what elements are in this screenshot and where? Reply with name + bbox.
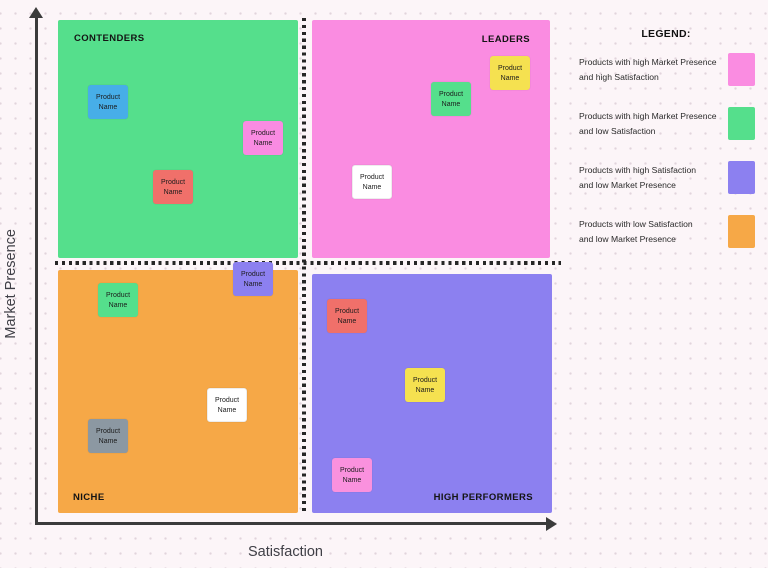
legend-item: Products with low Satisfaction and low Ma… — [577, 215, 755, 248]
legend-item-text: Products with high Market Presence and lo… — [579, 110, 717, 136]
sticky-note-contenders[interactable]: Product Name — [153, 170, 193, 204]
legend-item: Products with high Satisfaction and low M… — [577, 161, 755, 194]
legend-item-text: Products with high Market Presence and hi… — [579, 56, 717, 82]
sticky-note-text: Name — [337, 317, 357, 325]
sticky-note-text: Product — [160, 178, 186, 186]
sticky-note-text: Name — [108, 301, 128, 309]
sticky-note-text: Product — [250, 129, 276, 137]
sticky-note-text: Name — [98, 103, 118, 111]
x-axis-line — [35, 522, 548, 525]
sticky-note-high-performers[interactable]: Product Name — [332, 458, 372, 492]
sticky-note-text: Product — [497, 64, 523, 72]
legend-item-text: Products with high Satisfaction and low M… — [579, 164, 697, 190]
sticky-note-text: Name — [243, 280, 263, 288]
legend-color-swatch — [728, 107, 755, 140]
y-axis-label: Market Presence — [3, 229, 19, 339]
sticky-note-text: Product — [105, 291, 131, 299]
legend-color-swatch — [728, 215, 755, 248]
quadrant-label-contenders: CONTENDERS — [74, 33, 145, 44]
vertical-dotted-divider — [302, 18, 306, 513]
x-axis-label: Satisfaction — [248, 544, 323, 560]
legend-title: LEGEND: — [641, 28, 691, 40]
sticky-note-text: Product — [240, 270, 266, 278]
sticky-note-text: Name — [342, 476, 362, 484]
y-axis-arrow-icon — [29, 7, 43, 18]
sticky-note-text: Name — [500, 74, 520, 82]
quadrant-label-high-performers: HIGH PERFORMERS — [433, 492, 533, 503]
sticky-note-text: Product — [95, 427, 121, 435]
sticky-note-text: Name — [415, 386, 435, 394]
legend-items: Products with high Market Presence and hi… — [577, 53, 755, 248]
sticky-note-niche[interactable]: Product Name — [207, 388, 247, 422]
sticky-note-text: Name — [217, 406, 237, 414]
sticky-note-contenders[interactable]: Product Name — [88, 85, 128, 119]
sticky-note-niche[interactable]: Product Name — [233, 262, 273, 296]
sticky-note-text: Product — [339, 466, 365, 474]
legend-item: Products with high Market Presence and lo… — [577, 107, 755, 140]
sticky-note-leaders[interactable]: Product Name — [490, 56, 530, 90]
sticky-note-leaders[interactable]: Product Name — [352, 165, 392, 199]
quadrant-label-niche: NICHE — [73, 492, 105, 503]
sticky-note-text: Name — [163, 188, 183, 196]
sticky-note-high-performers[interactable]: Product Name — [327, 299, 367, 333]
sticky-note-text: Name — [362, 183, 382, 191]
sticky-note-text: Product — [214, 396, 240, 404]
legend-color-swatch — [728, 161, 755, 194]
legend-panel: LEGEND: Products with high Market Presen… — [577, 28, 755, 269]
legend-item: Products with high Market Presence and hi… — [577, 53, 755, 86]
sticky-note-text: Product — [334, 307, 360, 315]
legend-item-text: Products with low Satisfaction and low Ma… — [579, 218, 693, 244]
sticky-note-text: Product — [412, 376, 438, 384]
sticky-note-niche[interactable]: Product Name — [98, 283, 138, 317]
sticky-note-leaders[interactable]: Product Name — [431, 82, 471, 116]
sticky-note-text: Product — [438, 90, 464, 98]
y-axis-line — [35, 16, 38, 525]
sticky-note-text: Name — [253, 139, 273, 147]
sticky-note-niche[interactable]: Product Name — [88, 419, 128, 453]
sticky-note-text: Name — [98, 437, 118, 445]
sticky-note-high-performers[interactable]: Product Name — [405, 368, 445, 402]
sticky-note-contenders[interactable]: Product Name — [243, 121, 283, 155]
x-axis-arrow-icon — [546, 516, 557, 531]
quadrant-niche: NICHE — [58, 270, 298, 513]
horizontal-dotted-divider — [55, 261, 561, 265]
sticky-note-text: Product — [359, 173, 385, 181]
legend-color-swatch — [728, 53, 755, 86]
quadrant-label-leaders: LEADERS — [481, 34, 530, 45]
sticky-note-text: Name — [441, 100, 461, 108]
sticky-note-text: Product — [95, 93, 121, 101]
